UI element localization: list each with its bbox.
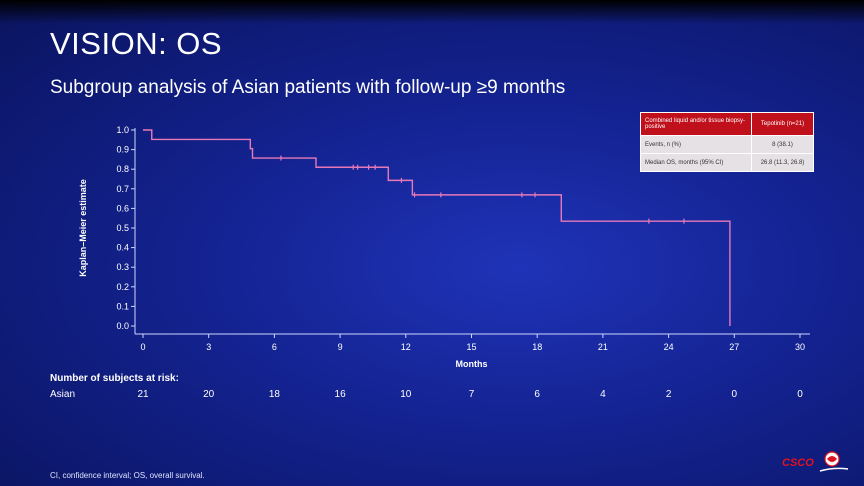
y-tick-label: 0.0 [116, 321, 129, 331]
x-tick-label: 6 [272, 342, 277, 352]
legend-header-value: Tepotinib (n=21) [751, 113, 813, 135]
legend-table: Combined liquid and/or tissue biopsy-pos… [640, 112, 814, 172]
legend-row-value: 26.8 (11.3, 26.8) [751, 154, 813, 171]
slide-title: VISION: OS [50, 26, 223, 61]
chart-axes: 0.0 0.1 0.2 0.3 0.4 0.5 0.6 0.7 0.8 0.9 1.0 0 3 6 9 12 1… [78, 125, 810, 369]
y-tick-label: 0.9 [116, 145, 129, 155]
risk-value: 16 [334, 389, 346, 400]
y-tick-label: 1.0 [116, 125, 129, 135]
x-tick-label: 12 [401, 342, 411, 352]
x-tick-label: 24 [664, 342, 674, 352]
y-tick-label: 0.7 [116, 184, 129, 194]
top-band [0, 0, 864, 24]
x-axis-title: Months [456, 359, 488, 369]
x-tick-label: 15 [466, 342, 476, 352]
legend-row-events: Events, n (%) 8 (38.1) [641, 135, 813, 153]
risk-table-title: Number of subjects at risk: [50, 373, 179, 384]
y-tick-label: 0.8 [116, 164, 129, 174]
risk-table-group: Asian [50, 389, 76, 400]
y-tick-label: 0.2 [116, 282, 129, 292]
y-tick-label: 0.5 [116, 223, 129, 233]
risk-value: 21 [137, 389, 149, 400]
risk-value: 20 [203, 389, 215, 400]
risk-value: 6 [534, 389, 540, 400]
legend-row-median: Median OS, months (95% CI) 26.8 (11.3, 2… [641, 153, 813, 171]
y-tick-label: 0.6 [116, 203, 129, 213]
y-axis-title: Kaplan–Meier estimate [78, 179, 88, 277]
x-tick-label: 0 [140, 342, 145, 352]
x-tick-label: 30 [795, 342, 805, 352]
y-tick-label: 0.1 [116, 301, 129, 311]
risk-value: 2 [665, 389, 672, 400]
legend-row-value: 8 (38.1) [751, 136, 813, 153]
y-tick-label: 0.3 [116, 262, 129, 272]
slide-subtitle: Subgroup analysis of Asian patients with… [50, 77, 566, 98]
x-tick-label: 3 [206, 342, 211, 352]
km-curve-group [143, 129, 731, 326]
logo-mark-icon [819, 451, 849, 472]
risk-value: 7 [468, 389, 475, 400]
x-tick-label: 21 [598, 342, 608, 352]
legend-row-label: Median OS, months (95% CI) [645, 159, 724, 166]
footnote: CI, confidence interval; OS, overall sur… [50, 471, 205, 480]
x-tick-label: 9 [338, 342, 343, 352]
risk-value: 4 [600, 389, 606, 400]
csco-logo: CSCO [782, 447, 852, 475]
legend-header-row: Combined liquid and/or tissue biopsy-pos… [641, 113, 813, 135]
risk-value: 0 [797, 389, 803, 400]
risk-value: 18 [268, 389, 280, 400]
x-tick-label: 18 [532, 342, 542, 352]
legend-row-label: Events, n (%) [645, 141, 682, 148]
risk-value: 10 [400, 389, 412, 400]
km-curve [143, 129, 731, 326]
logo-text: CSCO [782, 457, 814, 469]
y-tick-label: 0.4 [116, 243, 129, 253]
risk-value: 0 [731, 389, 738, 400]
legend-header-label: Combined liquid and/or tissue biopsy-pos… [645, 118, 746, 130]
x-tick-label: 27 [729, 342, 739, 352]
